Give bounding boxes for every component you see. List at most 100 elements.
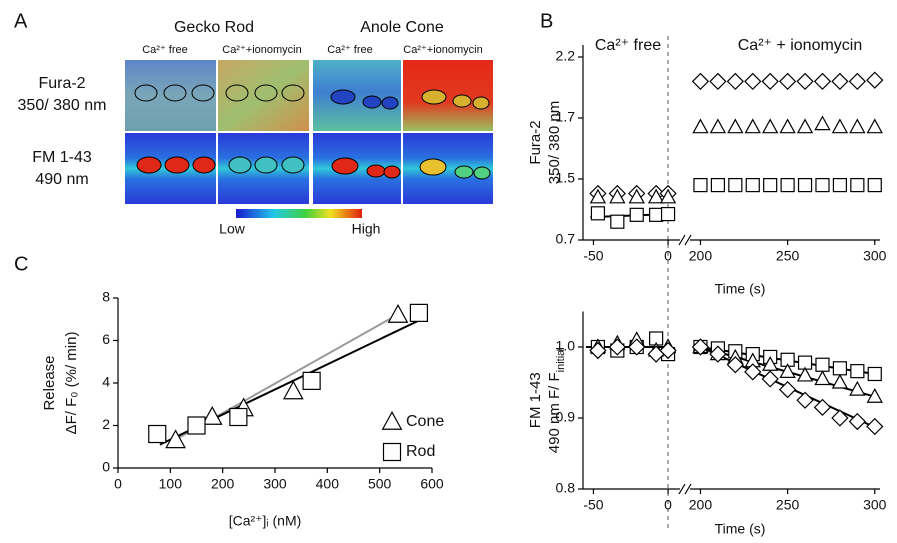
condition-label: Ca²⁺+ionomycin (222, 44, 301, 56)
cell (225, 84, 249, 102)
marker (867, 366, 882, 382)
image (125, 60, 216, 131)
colorbar (236, 209, 362, 218)
x-tick-label: 100 (159, 476, 183, 492)
marker (589, 188, 607, 204)
marker (745, 178, 760, 193)
y-axis-label-part: 490 nm F/ F (546, 372, 563, 453)
marker (229, 407, 248, 427)
y-tick-label: 1.0 (556, 338, 576, 354)
cell (381, 96, 399, 110)
marker (590, 206, 606, 221)
marker (866, 71, 884, 89)
cell (330, 89, 356, 105)
marker (201, 405, 223, 425)
marker (629, 207, 644, 222)
marker (691, 338, 710, 356)
cell (281, 84, 305, 102)
x-tick-label: 500 (368, 476, 392, 492)
marker (762, 118, 779, 134)
x-tick-label: 0 (664, 497, 672, 513)
marker (815, 357, 830, 372)
marker (848, 72, 866, 91)
image (403, 60, 493, 131)
image (218, 60, 309, 131)
marker (726, 72, 744, 91)
marker (796, 366, 814, 382)
marker (282, 380, 304, 400)
y-axis-label: Fura-2 (527, 120, 544, 164)
row-label: 490 nm (35, 171, 88, 188)
x-tick-label: 400 (316, 476, 340, 492)
x-tick-label: 200 (689, 497, 713, 513)
cell (421, 89, 447, 105)
x-tick-label: 300 (863, 497, 887, 513)
marker (761, 72, 779, 91)
break-mark (678, 234, 686, 246)
x-tick-label: 300 (263, 476, 287, 492)
marker (778, 72, 797, 91)
condition-label: Ca²⁺+ionomycin (403, 44, 482, 56)
legend-label: Rod (406, 443, 435, 460)
y-tick-label: 0 (102, 459, 110, 475)
y-tick-label: 2.2 (556, 48, 576, 64)
colorbar-high: High (352, 221, 381, 237)
marker (691, 72, 710, 91)
panel-letter: B (540, 10, 553, 32)
cell (192, 156, 216, 174)
x-axis-label: Time (s) (715, 521, 766, 537)
y-axis-label-sub: initial (555, 347, 567, 372)
cell (473, 166, 491, 180)
cell (163, 84, 187, 102)
cell (362, 95, 382, 109)
marker (832, 361, 848, 376)
y-tick-label: 0.8 (556, 480, 576, 496)
cell (228, 156, 252, 174)
marker (831, 118, 849, 134)
break-mark (684, 234, 692, 246)
marker (796, 72, 814, 91)
marker (778, 380, 797, 399)
marker (849, 118, 866, 134)
x-axis-label: [Ca²⁺]ᵢ (nM) (229, 513, 302, 529)
micrographs (125, 60, 493, 204)
marker (608, 338, 626, 356)
x-tick-label: 200 (211, 476, 235, 492)
marker (831, 409, 849, 427)
y-tick-label: 1.7 (556, 109, 576, 125)
marker (610, 214, 625, 229)
marker (589, 341, 607, 360)
x-tick-label: 600 (420, 476, 444, 492)
y-axis-label: 350/ 380 nm (546, 101, 563, 184)
cell (136, 156, 162, 174)
cell (419, 158, 447, 176)
x-tick-label: 0 (664, 248, 672, 264)
y-tick-label: 8 (102, 289, 110, 305)
y-tick-label: 4 (102, 374, 110, 390)
x-axis-label: Time (s) (715, 281, 766, 297)
marker (649, 207, 664, 222)
row-label: Fura-2 (38, 75, 85, 92)
condition-header: Ca²⁺ free (595, 37, 661, 54)
marker (628, 188, 645, 204)
condition-label: Ca²⁺ free (327, 44, 373, 56)
marker (849, 380, 866, 396)
marker (813, 398, 832, 416)
marker (761, 370, 779, 388)
group-title: Anole Cone (360, 19, 444, 36)
cell (383, 165, 401, 179)
marker (709, 118, 727, 134)
y-axis-label: 490 nm F/ Finitial (546, 347, 567, 453)
y-tick-label: 6 (102, 331, 110, 347)
group-title: Gecko Rod (174, 19, 254, 36)
y-axis-label: Release (41, 355, 58, 410)
y-tick-label: 2 (102, 416, 110, 432)
marker (187, 416, 206, 435)
cell (134, 84, 158, 102)
marker (165, 429, 186, 449)
row-label: FM 1-43 (32, 149, 92, 166)
colorbar-low: Low (219, 221, 246, 237)
y-axis-label: ΔF/ F₀ (%/ min) (63, 332, 80, 435)
